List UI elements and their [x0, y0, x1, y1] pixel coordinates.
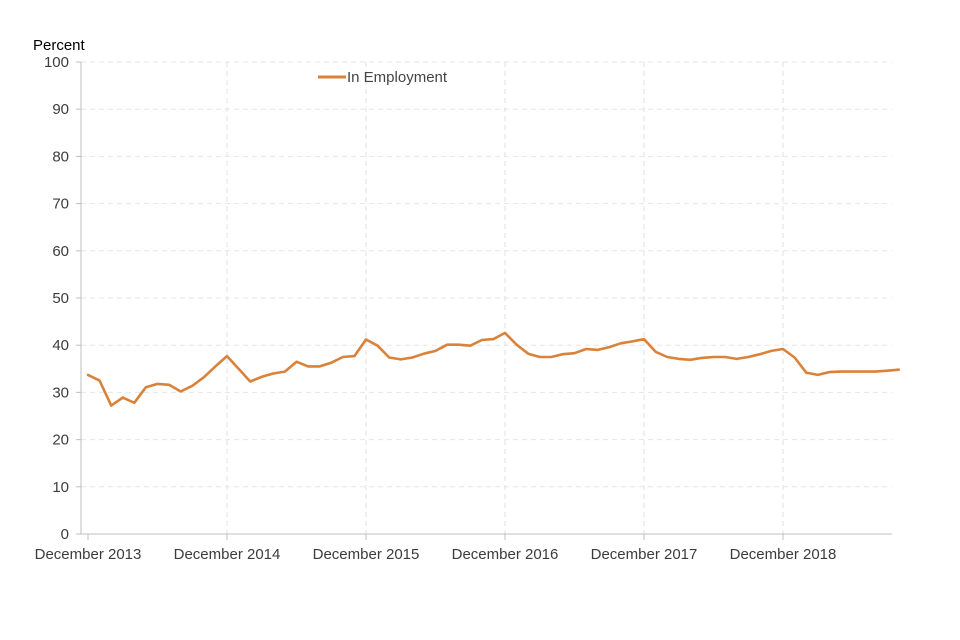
x-tick-label-4: December 2017 — [591, 546, 698, 563]
x-tick-label-3: December 2016 — [452, 546, 559, 563]
y-tick-label-0: 0 — [61, 526, 69, 543]
y-tick-label-100: 100 — [44, 54, 69, 71]
y-axis-ticks: 0 10 20 30 40 50 60 70 80 90 100 — [44, 54, 81, 543]
legend: In Employment — [318, 69, 448, 86]
series-line-0 — [86, 331, 901, 407]
y-tick-label-40: 40 — [52, 337, 69, 354]
y-tick-label-10: 10 — [52, 479, 69, 496]
y-axis-title: Percent — [33, 37, 86, 54]
y-tick-label-90: 90 — [52, 101, 69, 118]
x-tick-label-1: December 2014 — [174, 546, 281, 563]
x-tick-label-5: December 2018 — [730, 546, 837, 563]
y-tick-label-50: 50 — [52, 290, 69, 307]
y-tick-label-20: 20 — [52, 432, 69, 449]
x-tick-label-0: December 2013 — [35, 546, 142, 563]
series-lines — [86, 331, 901, 407]
y-tick-label-60: 60 — [52, 243, 69, 260]
gridlines — [81, 61, 892, 534]
legend-label-in-employment: In Employment — [347, 69, 448, 86]
x-tick-label-2: December 2015 — [313, 546, 420, 563]
y-tick-label-70: 70 — [52, 196, 69, 213]
x-axis-ticks: December 2013 December 2014 December 2015 D… — [35, 534, 837, 563]
y-tick-label-30: 30 — [52, 384, 69, 401]
y-tick-label-80: 80 — [52, 148, 69, 165]
